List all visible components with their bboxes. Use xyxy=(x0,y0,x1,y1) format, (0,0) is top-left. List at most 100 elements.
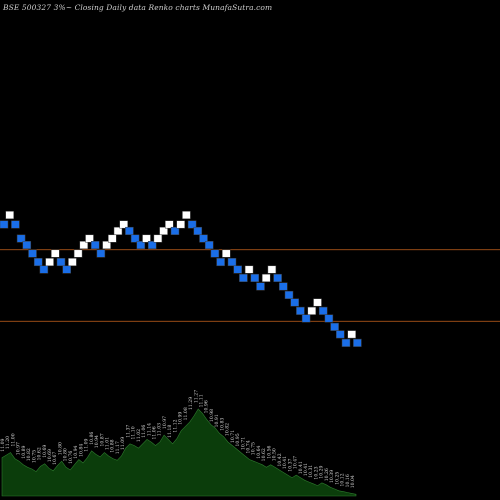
volume-label: 10.88 xyxy=(110,439,116,452)
volume-label: 10.69 xyxy=(47,449,53,462)
brick-13-up xyxy=(68,258,77,267)
brick-60-down xyxy=(336,330,345,339)
volume-label: 10.47 xyxy=(293,456,299,469)
brick-23-down xyxy=(125,226,134,235)
volume-label: 10.12 xyxy=(340,473,346,486)
volume-label: 10.26 xyxy=(324,468,330,481)
volume-label: 10.76 xyxy=(68,451,74,464)
brick-58-down xyxy=(324,314,334,323)
volume-label: 10.29 xyxy=(319,465,325,478)
brick-55-up xyxy=(307,306,317,315)
volume-label: 11.12 xyxy=(172,419,178,432)
brick-39-down xyxy=(216,258,225,267)
volume-label: 11.06 xyxy=(141,425,147,438)
volume-label: 10.91 xyxy=(214,414,220,427)
reference-lines xyxy=(0,249,500,322)
brick-26-up xyxy=(142,234,151,243)
brick-53-down xyxy=(296,306,305,315)
volume-label: 11.09 xyxy=(84,438,90,451)
brick-33-up xyxy=(182,211,191,220)
volume-label: 11.10 xyxy=(131,426,137,439)
brick-45-down xyxy=(250,273,260,282)
volume-label: 11.29 xyxy=(188,397,194,410)
brick-42-down xyxy=(233,265,242,274)
volume-label: 10.84 xyxy=(78,444,84,457)
volume-label: 10.64 xyxy=(256,445,262,458)
volume-label: 11.14 xyxy=(146,423,152,436)
brick-61-down xyxy=(341,338,351,347)
volume-label: 10.86 xyxy=(89,432,95,445)
volume-label: 10.96 xyxy=(204,400,210,413)
volume-label: 10.97 xyxy=(16,442,22,455)
volume-label: 10.83 xyxy=(219,418,225,431)
brick-36-down xyxy=(199,234,208,243)
volume-label: 11.09 xyxy=(120,437,126,450)
volume-label: 10.69 xyxy=(42,445,48,458)
volume-label: 10.89 xyxy=(21,445,27,458)
brick-28-up xyxy=(153,234,163,243)
volume-label: 10.75 xyxy=(31,450,37,463)
volume-area-fill xyxy=(1,408,357,497)
brick-32-up xyxy=(176,220,185,229)
volume-label: 10.23 xyxy=(313,466,319,479)
volume-label: 10.82 xyxy=(26,448,32,461)
volume-label: 10.56 xyxy=(266,445,272,458)
brick-57-down xyxy=(318,306,328,315)
brick-24-down xyxy=(130,234,140,243)
brick-6-down xyxy=(28,249,37,258)
brick-37-down xyxy=(204,241,214,250)
volume-label: 10.71 xyxy=(240,437,246,450)
brick-1-down xyxy=(0,220,9,229)
brick-46-down xyxy=(256,282,265,291)
volume-label: 10.94 xyxy=(94,435,100,448)
brick-10-up xyxy=(51,249,60,258)
volume-label: 11.17 xyxy=(115,441,121,454)
brick-9-up xyxy=(45,258,54,267)
brick-2-up xyxy=(5,211,14,220)
brick-49-down xyxy=(273,273,282,282)
volume-label: 10.98 xyxy=(209,409,215,422)
brick-48-up xyxy=(267,265,277,274)
chart-title: BSE 500327 3%~ Closing Daily data Renko … xyxy=(3,3,273,12)
brick-31-down xyxy=(170,226,180,235)
brick-63-down xyxy=(353,338,362,347)
volume-label: 10.71 xyxy=(230,430,236,443)
brick-7-down xyxy=(33,258,43,267)
brick-12-down xyxy=(62,265,71,274)
brick-21-up xyxy=(113,226,123,235)
volume-label: 10.16 xyxy=(345,474,351,487)
volume-label: 11.18 xyxy=(167,425,173,438)
brick-20-up xyxy=(108,234,117,243)
brick-3-down xyxy=(11,220,20,229)
volume-label: 11.06 xyxy=(152,426,158,439)
brick-16-up xyxy=(85,234,94,243)
brick-4-down xyxy=(16,234,26,243)
brick-40-up xyxy=(222,249,231,258)
volume-label: 11.09 xyxy=(0,438,6,451)
volume-label: 10.50 xyxy=(272,448,278,461)
brick-29-up xyxy=(159,226,168,235)
brick-47-up xyxy=(261,273,271,282)
brick-54-down xyxy=(301,314,311,323)
brick-25-down xyxy=(136,241,146,250)
volume-label: 10.04 xyxy=(350,475,356,488)
volume-label: 10.25 xyxy=(334,472,340,485)
volume-label: 10.99 xyxy=(178,412,184,425)
volume-label: 10.41 xyxy=(303,463,309,476)
volume-label: 10.41 xyxy=(298,461,304,474)
brick-5-down xyxy=(22,241,32,250)
brick-11-down xyxy=(56,258,66,267)
brick-15-up xyxy=(79,241,89,250)
volume-label: 10.75 xyxy=(251,442,257,455)
volume-label: 10.41 xyxy=(282,456,288,469)
volume-label: 10.95 xyxy=(235,433,241,446)
brick-44-up xyxy=(244,265,254,274)
brick-50-down xyxy=(279,282,288,291)
brick-41-down xyxy=(227,258,237,267)
brick-59-down xyxy=(330,322,339,331)
volume-label: 11.20 xyxy=(5,436,11,449)
volume-label: 10.62 xyxy=(261,448,267,461)
brick-14-up xyxy=(73,249,83,258)
brick-56-up xyxy=(313,298,322,307)
